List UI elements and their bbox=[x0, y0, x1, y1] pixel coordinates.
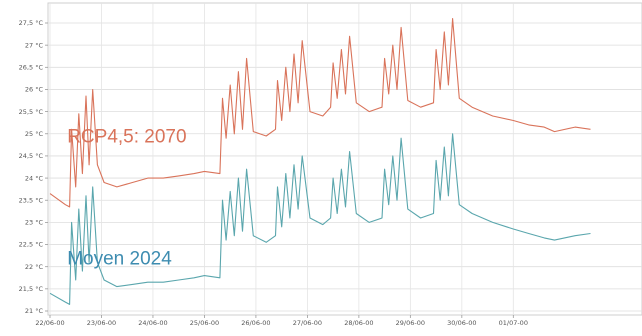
series-group bbox=[49, 18, 591, 305]
series-labels: RCP4,5: 2070 Moyen 2024 bbox=[67, 127, 186, 270]
x-tick-label: 30/06-00 bbox=[447, 319, 476, 327]
x-axis: 22/06-00 23/06-00 24/06-00 25/06-00 26/06-00… bbox=[35, 315, 528, 327]
x-tick-label: 25/06-00 bbox=[190, 319, 219, 327]
x-tick-label: 29/06-00 bbox=[396, 319, 425, 327]
y-axis: 21 °C 21,5 °C 22 °C 22,5 °C 23 °C 23,5 °C 24 °… bbox=[19, 19, 48, 315]
plot-frame bbox=[47, 2, 642, 316]
x-tick-label: 28/06-00 bbox=[344, 319, 373, 327]
x-tick-label: 23/06-00 bbox=[87, 319, 116, 327]
y-tick-label: 26,5 °C bbox=[19, 64, 44, 72]
y-tick-label: 24,5 °C bbox=[19, 152, 44, 160]
gridlines bbox=[48, 3, 642, 315]
y-tick-label: 25 °C bbox=[25, 130, 44, 138]
x-tick-label: 27/06-00 bbox=[293, 319, 322, 327]
series-annotation-1: RCP4,5: 2070 bbox=[67, 127, 186, 148]
x-tick-label: 01/07-00 bbox=[499, 319, 528, 327]
series-line-2 bbox=[49, 133, 591, 305]
y-tick-label: 23,5 °C bbox=[19, 196, 44, 204]
x-tick-label: 22/06-00 bbox=[35, 319, 64, 327]
y-tick-label: 22,5 °C bbox=[19, 241, 44, 249]
y-tick-label: 24 °C bbox=[25, 174, 44, 182]
series-annotation-2: Moyen 2024 bbox=[67, 248, 172, 269]
y-tick-label: 27,5 °C bbox=[19, 19, 44, 27]
x-tick-label: 26/06-00 bbox=[241, 319, 270, 327]
y-tick-label: 26 °C bbox=[25, 86, 44, 94]
y-tick-label: 25,5 °C bbox=[19, 108, 44, 116]
y-tick-label: 27 °C bbox=[25, 41, 44, 49]
y-tick-label: 21,5 °C bbox=[19, 285, 44, 293]
x-tick-label: 24/06-00 bbox=[138, 319, 167, 327]
y-tick-label: 22 °C bbox=[25, 263, 44, 271]
y-tick-label: 21 °C bbox=[25, 307, 44, 315]
series-line-1 bbox=[49, 18, 591, 208]
y-tick-label: 23 °C bbox=[25, 219, 44, 227]
